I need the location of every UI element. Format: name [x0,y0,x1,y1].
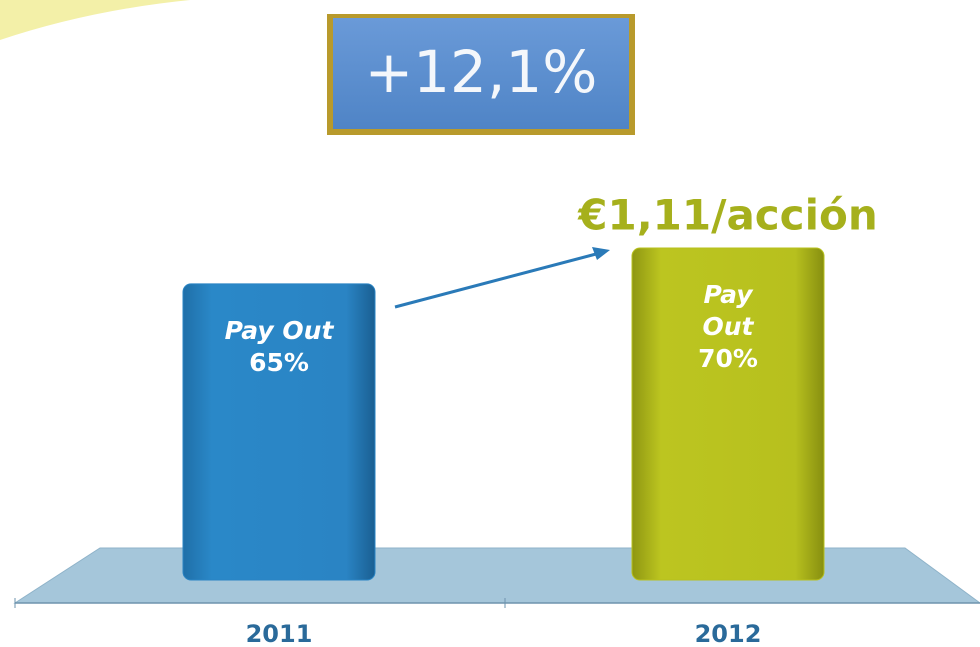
bar-text: 70% [698,344,758,373]
x-tick-label: 2012 [695,620,762,647]
arrow-head [592,247,610,260]
bar-text: Out [702,312,754,341]
bar-text: Pay [703,280,754,309]
bar-text: 65% [249,348,309,377]
value-label: €1,11/acción [577,191,877,240]
platform [13,547,980,604]
arrow [394,252,597,309]
badge [333,18,629,129]
bar-text: Pay Out [225,316,335,345]
bar [631,247,825,581]
badge-text: +12,1% [365,38,598,106]
bar [182,283,376,581]
x-tick-label: 2011 [246,620,313,647]
corner-decoration [0,0,190,40]
